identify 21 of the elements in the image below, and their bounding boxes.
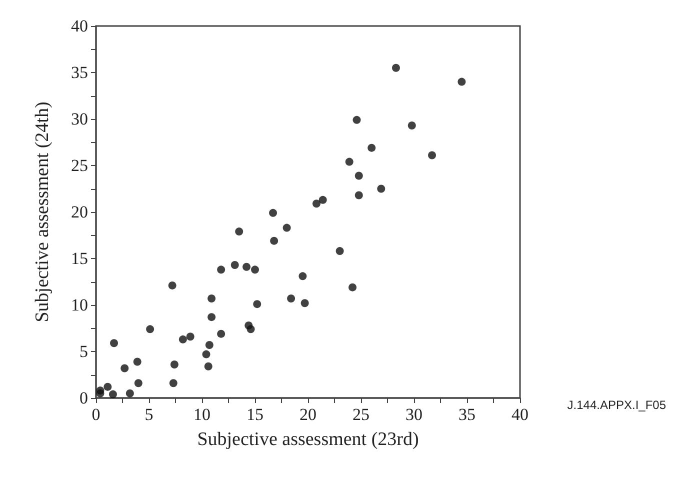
y-tick-label: 25 bbox=[71, 156, 88, 175]
x-tick-label: 5 bbox=[144, 405, 154, 424]
y-tick-label: 20 bbox=[71, 202, 88, 222]
x-tick-label: 15 bbox=[246, 405, 264, 424]
x-tick-label: 30 bbox=[406, 405, 422, 424]
y-tick-label: 10 bbox=[71, 296, 88, 314]
x-tick-label: 10 bbox=[194, 405, 210, 424]
y-tick-label: 15 bbox=[71, 249, 88, 268]
y-axis-title: Subjective assessment (24th) bbox=[32, 102, 53, 322]
y-tick-label: 40 bbox=[71, 16, 88, 36]
x-tick-label: 0 bbox=[92, 405, 100, 424]
y-tick-label: 0 bbox=[80, 388, 88, 408]
y-tick-label: 30 bbox=[71, 110, 88, 128]
text: J.144.APPX.I_F05 bbox=[567, 398, 666, 412]
x-tick-label: 40 bbox=[512, 405, 528, 424]
x-tick-label: 20 bbox=[300, 405, 316, 424]
x-axis-title: Subjective assessment (23rd) bbox=[197, 429, 419, 450]
x-tick-label: 25 bbox=[352, 405, 370, 424]
x-tick-label: 35 bbox=[458, 405, 476, 424]
y-tick-label: 5 bbox=[80, 342, 88, 361]
y-tick-label: 35 bbox=[71, 63, 88, 82]
